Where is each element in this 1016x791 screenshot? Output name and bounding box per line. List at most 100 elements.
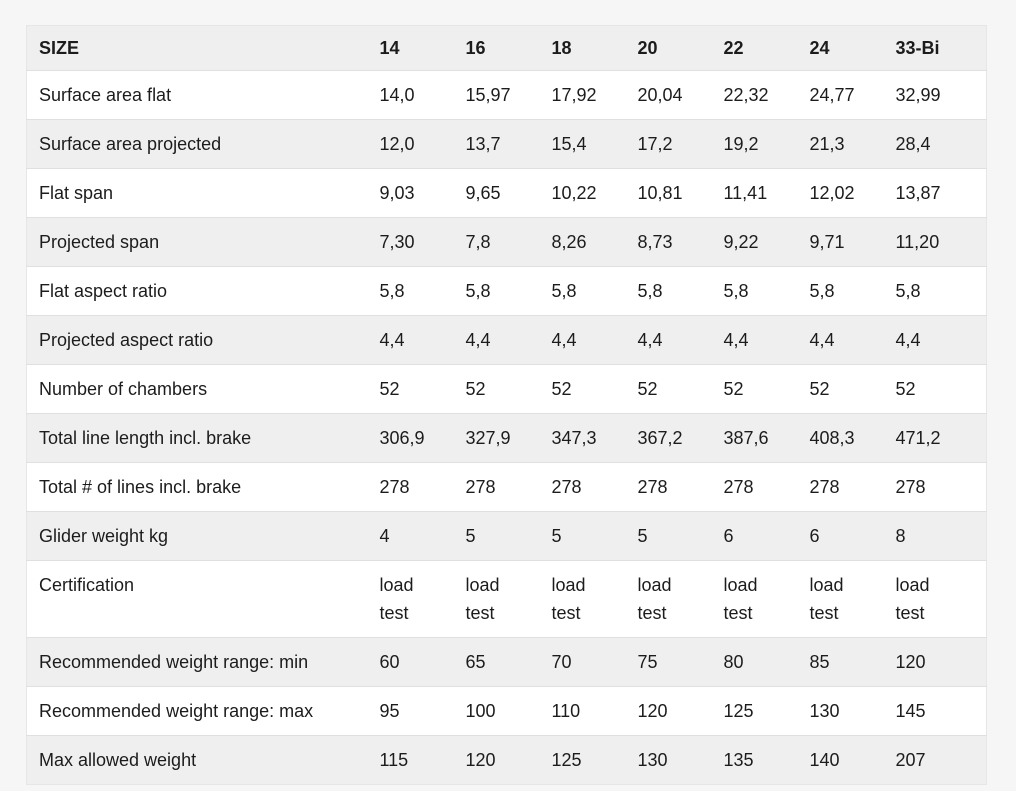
cell: 5,8: [723, 281, 749, 301]
cell: 52: [551, 379, 572, 399]
cell: 278: [637, 477, 668, 497]
cell: 125: [723, 701, 754, 721]
cell: 130: [637, 750, 668, 770]
cell: 4,4: [637, 330, 663, 350]
cell: 60: [379, 652, 400, 672]
cell: 100: [465, 701, 496, 721]
table-row-glider-weight: Glider weight kg 4 5 5 5 6 6 8: [26, 511, 987, 561]
cell: 9,71: [809, 232, 845, 252]
cell: 11,20: [895, 232, 940, 252]
cell: 32,99: [895, 85, 941, 105]
header-col-22: 22: [723, 38, 744, 58]
cell: 15,4: [551, 134, 587, 154]
row-label: Glider weight kg: [39, 526, 169, 546]
cell: 135: [723, 750, 754, 770]
table-row-projected-span: Projected span 7,30 7,8 8,26 8,73 9,22 9…: [26, 217, 987, 267]
cell: load test: [887, 561, 987, 638]
cell-text: load test: [637, 575, 672, 623]
header-col-16: 16: [465, 38, 486, 58]
cell: 408,3: [809, 428, 855, 448]
cell: 8,26: [551, 232, 587, 252]
cell: 28,4: [895, 134, 931, 154]
cell: load test: [543, 561, 629, 638]
row-label: Certification: [39, 575, 135, 595]
cell: 20,04: [637, 85, 683, 105]
table-row-surface-area-projected: Surface area projected 12,0 13,7 15,4 17…: [26, 119, 987, 169]
cell: 115: [379, 750, 409, 770]
cell: 278: [379, 477, 410, 497]
cell: 9,22: [723, 232, 759, 252]
cell: 15,97: [465, 85, 511, 105]
cell: load test: [715, 561, 801, 638]
cell: 120: [637, 701, 668, 721]
cell-text: load test: [551, 575, 586, 623]
header-col-18: 18: [551, 38, 572, 58]
cell: 5,8: [465, 281, 491, 301]
row-label: Max allowed weight: [39, 750, 197, 770]
cell: 145: [895, 701, 926, 721]
cell: 21,3: [809, 134, 845, 154]
cell: 95: [379, 701, 400, 721]
table-row-recommended-weight-max: Recommended weight range: max 95 100 110…: [26, 686, 987, 736]
cell: 4,4: [465, 330, 491, 350]
cell: 65: [465, 652, 486, 672]
cell: 4,4: [379, 330, 405, 350]
table-row-total-number-of-lines: Total # of lines incl. brake 278 278 278…: [26, 462, 987, 512]
cell: 5,8: [809, 281, 835, 301]
cell: 5,8: [895, 281, 921, 301]
cell: 9,65: [465, 183, 501, 203]
header-col-24: 24: [809, 38, 830, 58]
cell: 85: [809, 652, 830, 672]
glider-spec-table: SIZE 14 16 18 20 22 24 33-Bi Surface are…: [26, 25, 987, 785]
cell: 5,8: [379, 281, 405, 301]
table-row-surface-area-flat: Surface area flat 14,0 15,97 17,92 20,04…: [26, 70, 987, 120]
cell: 5: [637, 526, 648, 546]
cell: 4,4: [809, 330, 835, 350]
cell: 5: [465, 526, 476, 546]
row-label: Flat aspect ratio: [39, 281, 168, 301]
spec-table-container: SIZE 14 16 18 20 22 24 33-Bi Surface are…: [26, 25, 987, 785]
cell: 24,77: [809, 85, 855, 105]
cell: 207: [895, 750, 926, 770]
row-label: Projected span: [39, 232, 160, 252]
table-row-total-line-length: Total line length incl. brake 306,9 327,…: [26, 413, 987, 463]
cell: 6: [723, 526, 734, 546]
cell: 52: [723, 379, 744, 399]
cell: 6: [809, 526, 820, 546]
cell: 367,2: [637, 428, 683, 448]
row-label: Total line length incl. brake: [39, 428, 252, 448]
cell: 5: [551, 526, 562, 546]
cell: 52: [465, 379, 486, 399]
cell-text: load test: [809, 575, 844, 623]
cell: 75: [637, 652, 658, 672]
cell: 13,7: [465, 134, 501, 154]
cell: 130: [809, 701, 840, 721]
cell: 278: [551, 477, 582, 497]
cell-text: load test: [723, 575, 758, 623]
row-label: Flat span: [39, 183, 114, 203]
cell: load test: [457, 561, 543, 638]
cell: 347,3: [551, 428, 597, 448]
cell-text: load test: [895, 575, 930, 623]
cell: 4,4: [895, 330, 921, 350]
cell: 5,8: [551, 281, 577, 301]
cell: 278: [465, 477, 496, 497]
cell: 4: [379, 526, 390, 546]
cell: 278: [809, 477, 840, 497]
cell: 4,4: [723, 330, 749, 350]
cell: 80: [723, 652, 744, 672]
cell: 5,8: [637, 281, 663, 301]
cell: 52: [379, 379, 400, 399]
header-col-14: 14: [379, 38, 400, 58]
row-label: Surface area projected: [39, 134, 222, 154]
cell: load test: [371, 561, 457, 638]
cell: 12,0: [379, 134, 415, 154]
row-label: Recommended weight range: min: [39, 652, 309, 672]
cell: 8: [895, 526, 906, 546]
cell: 278: [723, 477, 754, 497]
cell: 110: [551, 701, 581, 721]
cell: 52: [895, 379, 916, 399]
cell: 10,81: [637, 183, 683, 203]
table-row-recommended-weight-min: Recommended weight range: min 60 65 70 7…: [26, 637, 987, 687]
header-col-20: 20: [637, 38, 658, 58]
